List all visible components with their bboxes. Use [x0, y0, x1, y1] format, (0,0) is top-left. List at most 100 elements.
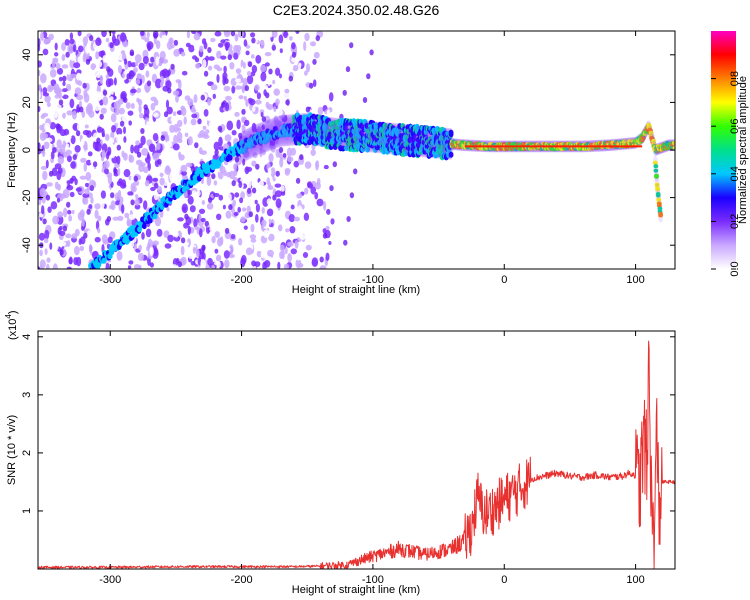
- spectrogram-cell: [311, 257, 319, 267]
- spectrogram-cell: [252, 265, 257, 269]
- spectrogram-cell: [207, 257, 213, 266]
- spectrogram-cell: [88, 243, 93, 254]
- spectrogram-cell: [82, 36, 89, 45]
- spectrogram-cell: [254, 84, 260, 91]
- spectrogram-cell: [87, 151, 93, 157]
- spectrogram-cell: [152, 240, 159, 246]
- chart-title: C2E3.2024.350.02.48.G26: [273, 2, 440, 18]
- spectrogram-cell: [141, 148, 149, 156]
- spectrogram-cell: [221, 101, 226, 108]
- spectrogram-cell: [134, 198, 140, 206]
- spectrogram-cell: [102, 55, 107, 63]
- spectrogram-cell: [169, 124, 176, 133]
- spectrogram-cell: [95, 37, 102, 46]
- spectrogram-cell: [54, 52, 59, 57]
- spectrogram-cell: [216, 67, 223, 72]
- spectrogram-cell: [69, 32, 74, 40]
- spectrogram-cell: [117, 98, 124, 105]
- spectrogram-cell: [255, 203, 260, 213]
- spectrogram-cell: [69, 98, 75, 109]
- spectrogram-cell: [212, 113, 217, 119]
- spectrogram-cell: [261, 207, 265, 214]
- spectrogram-cell: [83, 162, 88, 172]
- spectrogram-cell: [249, 98, 256, 106]
- spectrogram-cell: [235, 68, 242, 74]
- spectrogram-cell: [68, 258, 73, 265]
- spectrogram-cell: [176, 127, 181, 132]
- spectrogram-cell: [41, 205, 45, 215]
- spectrogram-cell: [172, 143, 180, 151]
- spectrogram-cell: [213, 180, 218, 186]
- spectrogram-cell: [188, 254, 194, 259]
- spectrogram-cell: [242, 61, 246, 69]
- spectrogram-cell: [212, 265, 216, 269]
- y-tick-label: -20: [21, 190, 33, 206]
- spectrogram-cell: [245, 166, 253, 172]
- spectrogram-cell: [332, 161, 337, 168]
- spectrogram-cell: [200, 94, 205, 101]
- spectrogram-cell: [127, 265, 132, 269]
- spectrogram-cell: [271, 44, 276, 51]
- spectrogram-cell: [326, 109, 331, 119]
- spectrogram-cell: [41, 112, 49, 118]
- spectrogram-cell: [38, 84, 42, 92]
- spectrogram-cell: [242, 201, 247, 207]
- spectrogram-cell: [291, 51, 297, 58]
- spectrogram-cell: [165, 141, 173, 148]
- spectrogram-cell: [73, 257, 79, 266]
- spectrogram-cell: [176, 131, 183, 141]
- spectrogram-cell: [62, 88, 68, 93]
- spectrogram-cell: [264, 52, 272, 57]
- spectrogram-cell: [194, 43, 200, 52]
- spectrogram-cell: [251, 37, 256, 44]
- spectrogram-cell: [79, 175, 87, 180]
- colorbar-tick-label: 0.0: [729, 261, 741, 276]
- spectrogram-cell: [161, 34, 168, 45]
- spectrogram-cell: [225, 210, 232, 219]
- spectrogram-cell: [236, 119, 241, 130]
- spectrogram-cell: [269, 190, 273, 197]
- svg-text:(x104): (x104): [4, 310, 19, 340]
- spectrogram-cell: [274, 190, 282, 198]
- spectrogram-cell: [194, 226, 199, 231]
- spectrogram-cell: [329, 185, 334, 192]
- spectrogram-cell: [223, 50, 227, 56]
- spectrogram-cell: [123, 58, 128, 65]
- spectrogram-cell: [77, 56, 82, 64]
- spectrogram-cells: [38, 31, 675, 269]
- spectrogram-cell: [277, 261, 281, 269]
- spectrogram-cell: [181, 203, 188, 214]
- spectrogram-cell: [250, 54, 255, 59]
- spectrogram-cell: [247, 40, 252, 46]
- spectrogram-cell: [106, 216, 112, 222]
- spectrogram-cell: [321, 154, 329, 163]
- spectrogram-cell: [65, 115, 69, 123]
- spectrogram-cell: [135, 43, 141, 51]
- spectrogram-cell: [159, 177, 165, 186]
- spectrogram-cell: [143, 200, 148, 210]
- spectrogram-cell: [156, 228, 163, 237]
- spectrogram-cell: [202, 125, 207, 130]
- spectrogram-cell: [203, 109, 209, 117]
- spectrogram-cell: [140, 117, 145, 126]
- spectrogram-cell: [249, 234, 257, 240]
- spectrogram-cell: [307, 182, 314, 189]
- spectrogram-cell: [266, 177, 271, 186]
- spectrogram-cell: [314, 192, 319, 200]
- spectrogram-cell: [173, 39, 179, 46]
- spectrogram-cell: [46, 263, 50, 269]
- spectrogram-cell: [170, 63, 175, 70]
- spectrogram-cell: [187, 189, 192, 196]
- spectrogram-cell: [89, 185, 95, 192]
- spectrogram-cell: [208, 133, 213, 144]
- spectrogram-cell: [285, 228, 290, 233]
- spectrogram-cell: [258, 245, 263, 252]
- bottom-x-axis-label: Height of straight line (km): [292, 584, 420, 596]
- spectrogram-cell: [56, 103, 62, 112]
- spectrogram-cell: [167, 69, 171, 76]
- spectrogram-cell: [110, 113, 117, 123]
- spectrogram-cell: [203, 70, 209, 77]
- spectrogram-cell: [170, 116, 177, 124]
- spectrogram-cell: [231, 85, 236, 94]
- spectrogram-cell: [330, 218, 335, 225]
